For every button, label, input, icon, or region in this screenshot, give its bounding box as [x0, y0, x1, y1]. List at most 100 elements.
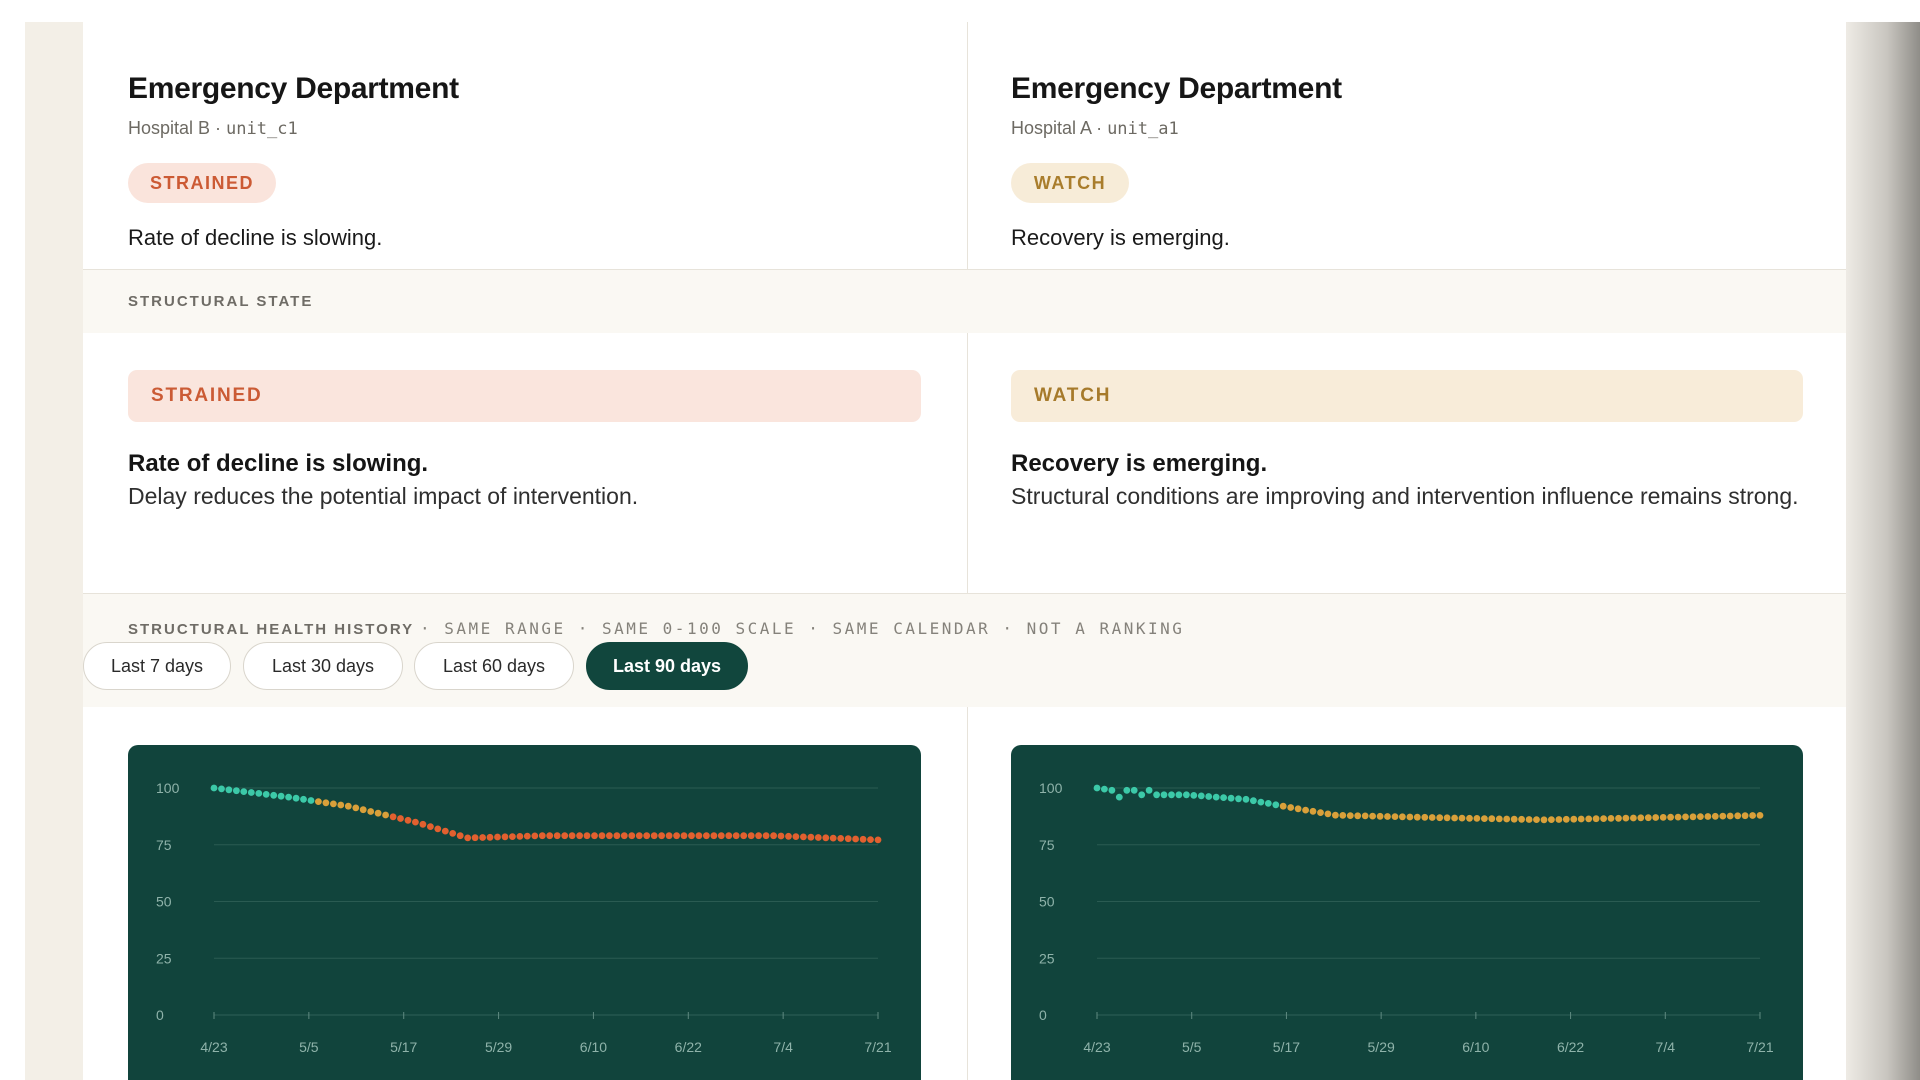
data-point: [1510, 815, 1518, 823]
x-tick-label: 5/29: [485, 1039, 512, 1055]
data-point: [1138, 791, 1146, 799]
data-point: [337, 801, 345, 809]
data-point: [315, 798, 322, 805]
x-tick-label: 6/10: [1462, 1039, 1489, 1055]
data-point: [1108, 786, 1116, 794]
divider: [83, 269, 1846, 270]
data-point: [568, 832, 576, 840]
data-point: [501, 833, 509, 841]
y-tick-label: 25: [1039, 950, 1055, 966]
health-chart-svg: 0 25 50 75 100 4/23 5/5 5/17 5/29 6/10 6/22 7/4 7/21: [156, 780, 892, 1055]
data-point: [352, 804, 360, 812]
data-point: [1428, 814, 1436, 821]
data-point: [218, 785, 225, 793]
data-point: [844, 835, 852, 843]
data-point: [1697, 813, 1704, 820]
data-point: [1257, 798, 1265, 806]
data-point: [717, 832, 725, 840]
x-tick-label: 6/10: [580, 1039, 607, 1055]
data-point: [404, 816, 412, 824]
data-point: [1607, 815, 1615, 822]
data-point: [1734, 812, 1742, 820]
range-button-60-days[interactable]: Last 60 days: [414, 642, 574, 690]
data-point: [1615, 814, 1622, 822]
data-point: [300, 795, 307, 803]
data-point: [1324, 810, 1332, 818]
data-point: [1399, 813, 1406, 821]
data-point: [1548, 816, 1555, 823]
x-tick-label: 5/5: [299, 1039, 319, 1055]
data-point: [397, 815, 404, 822]
data-point: [464, 834, 472, 842]
data-point: [1227, 794, 1235, 802]
state-description-right: Structural conditions are improving and …: [1011, 483, 1799, 509]
data-point: [740, 832, 748, 840]
data-point: [1168, 791, 1175, 799]
data-point: [441, 827, 449, 835]
x-tick-label: 5/5: [1182, 1039, 1202, 1055]
data-point: [792, 833, 800, 840]
data-point: [874, 836, 882, 844]
data-point: [1354, 812, 1362, 820]
range-button-30-days[interactable]: Last 30 days: [243, 642, 403, 690]
data-point: [1481, 815, 1488, 822]
data-point: [710, 832, 718, 840]
data-point: [852, 835, 859, 843]
range-button-7-days[interactable]: Last 7 days: [83, 642, 231, 690]
data-point: [322, 799, 330, 807]
data-point: [1495, 815, 1503, 823]
column-divider: [967, 333, 968, 593]
data-point: [1622, 814, 1630, 822]
data-point: [1309, 807, 1317, 815]
data-point: [419, 820, 427, 828]
data-point: [277, 792, 285, 800]
data-point: [1264, 800, 1272, 807]
data-point: [1205, 793, 1213, 800]
hospital-name: Hospital B: [128, 118, 211, 138]
data-point: [658, 832, 665, 840]
data-point: [1533, 816, 1540, 823]
data-point: [822, 834, 830, 842]
data-point: [1332, 811, 1339, 819]
data-point: [680, 832, 688, 840]
data-point: [762, 832, 770, 840]
data-point: [576, 832, 583, 840]
data-point: [1458, 814, 1466, 822]
data-point: [814, 834, 822, 841]
data-point: [531, 832, 539, 840]
history-label: STRUCTURAL HEALTH HISTORY · SAME RANGE ·…: [128, 619, 1184, 638]
data-point: [1115, 793, 1123, 801]
data-point: [233, 787, 240, 795]
health-chart-svg: 0 25 50 75 100 4/23 5/5 5/17 5/29 6/10 6/22 7/4 7/21: [1039, 780, 1774, 1055]
data-point: [367, 808, 375, 815]
unit-meta-right: Hospital A · unit_a1: [1011, 118, 1179, 139]
data-point: [494, 833, 501, 841]
data-point: [1153, 791, 1160, 799]
y-tick-label: 0: [156, 1007, 164, 1023]
column-divider: [967, 707, 968, 1080]
data-point: [1190, 792, 1198, 799]
data-point: [1741, 812, 1749, 820]
state-title-right: Recovery is emerging.: [1011, 450, 1268, 477]
data-point: [412, 818, 419, 826]
data-point: [1130, 786, 1138, 794]
unit-summary-left: Rate of decline is slowing.: [128, 225, 383, 250]
data-point: [770, 832, 777, 840]
data-point: [292, 794, 300, 802]
data-point: [591, 832, 598, 840]
data-point: [262, 791, 270, 798]
data-point: [270, 791, 278, 799]
history-title: STRUCTURAL HEALTH HISTORY: [128, 621, 414, 638]
data-point: [1235, 795, 1242, 803]
x-tick-label: 7/21: [1746, 1039, 1773, 1055]
data-point: [1562, 815, 1570, 823]
left-backdrop: [25, 22, 83, 1080]
data-point: [703, 832, 710, 840]
data-point: [725, 832, 733, 840]
data-point: [523, 832, 531, 840]
x-tick-label: 4/23: [200, 1039, 227, 1055]
data-point: [1093, 784, 1101, 792]
data-point: [1421, 813, 1429, 821]
range-button-90-days[interactable]: Last 90 days: [586, 642, 748, 690]
data-point: [1577, 815, 1585, 823]
